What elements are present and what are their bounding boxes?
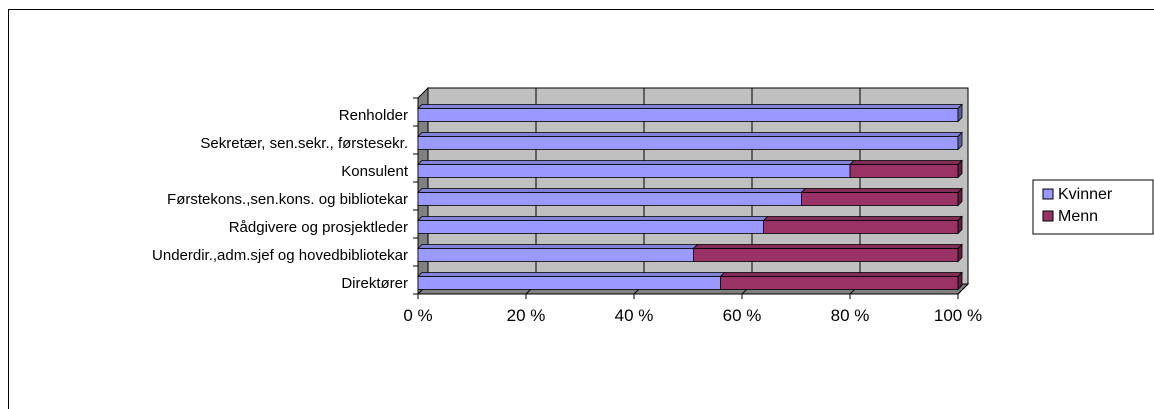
bar-kvinner <box>417 164 851 178</box>
y-category-label: Førstekons.,sen.kons. og bibliotekar <box>167 191 408 208</box>
bar-kvinner <box>417 220 765 234</box>
bar-kvinner <box>417 248 694 262</box>
bar-menn-top <box>849 160 963 165</box>
chart-frame <box>8 9 1154 409</box>
y-category-label: Renholder <box>339 107 408 124</box>
bar-kvinner-top <box>417 160 855 165</box>
legend-swatch-kvinner <box>1042 188 1054 200</box>
bar-kvinner-top <box>417 216 769 221</box>
bar-menn-side <box>957 215 963 235</box>
bar-kvinner <box>417 276 721 290</box>
legend-label-kvinner: Kvinner <box>1058 186 1113 203</box>
bar-kvinner <box>417 108 959 122</box>
bar-kvinner-top <box>417 104 963 109</box>
bar-kvinner-side <box>957 131 963 151</box>
bar-kvinner-top <box>417 272 726 277</box>
bar-kvinner-top <box>417 132 963 137</box>
x-tick-label: 40 % <box>615 306 654 325</box>
bar-menn-side <box>957 159 963 179</box>
bar-menn-top <box>719 272 963 277</box>
bar-menn-side <box>957 243 963 263</box>
bar-menn-side <box>957 271 963 291</box>
stacked-bar-chart: 0 % 20 % 40 % 60 % 80 % 100 % Direktører Underd… <box>152 86 1154 325</box>
bar-menn <box>720 276 959 290</box>
x-gridline-floor <box>957 283 969 295</box>
bar-menn <box>693 248 959 262</box>
bar-menn-side <box>957 187 963 207</box>
bar-menn <box>801 192 959 206</box>
bar-menn-top <box>800 188 963 193</box>
y-category-label: Underdir.,adm.sjef og hovedbibliotekar <box>152 247 408 264</box>
legend-swatch-menn <box>1042 210 1054 222</box>
bar-kvinner-side <box>957 103 963 123</box>
bar-kvinner-top <box>417 188 807 193</box>
y-category-label: Sekretær, sen.sekr., førstesekr. <box>200 135 408 152</box>
x-tick-label: 20 % <box>507 306 546 325</box>
x-tick-label: 100 % <box>934 306 982 325</box>
bar-kvinner <box>417 136 959 150</box>
bar-kvinner-top <box>417 244 699 249</box>
x-tick-label: 80 % <box>831 306 870 325</box>
bar-menn <box>763 220 959 234</box>
x-tick-label: 0 % <box>403 306 432 325</box>
y-category-label: Direktører <box>341 275 408 292</box>
bar-menn-top <box>692 244 963 249</box>
bar-menn-top <box>762 216 963 221</box>
y-category-label: Konsulent <box>341 163 409 180</box>
legend-label-menn: Menn <box>1058 208 1098 225</box>
bar-kvinner <box>417 192 802 206</box>
bar-menn <box>849 164 959 178</box>
y-category-label: Rådgivere og prosjektleder <box>229 219 408 236</box>
x-tick-label: 60 % <box>723 306 762 325</box>
